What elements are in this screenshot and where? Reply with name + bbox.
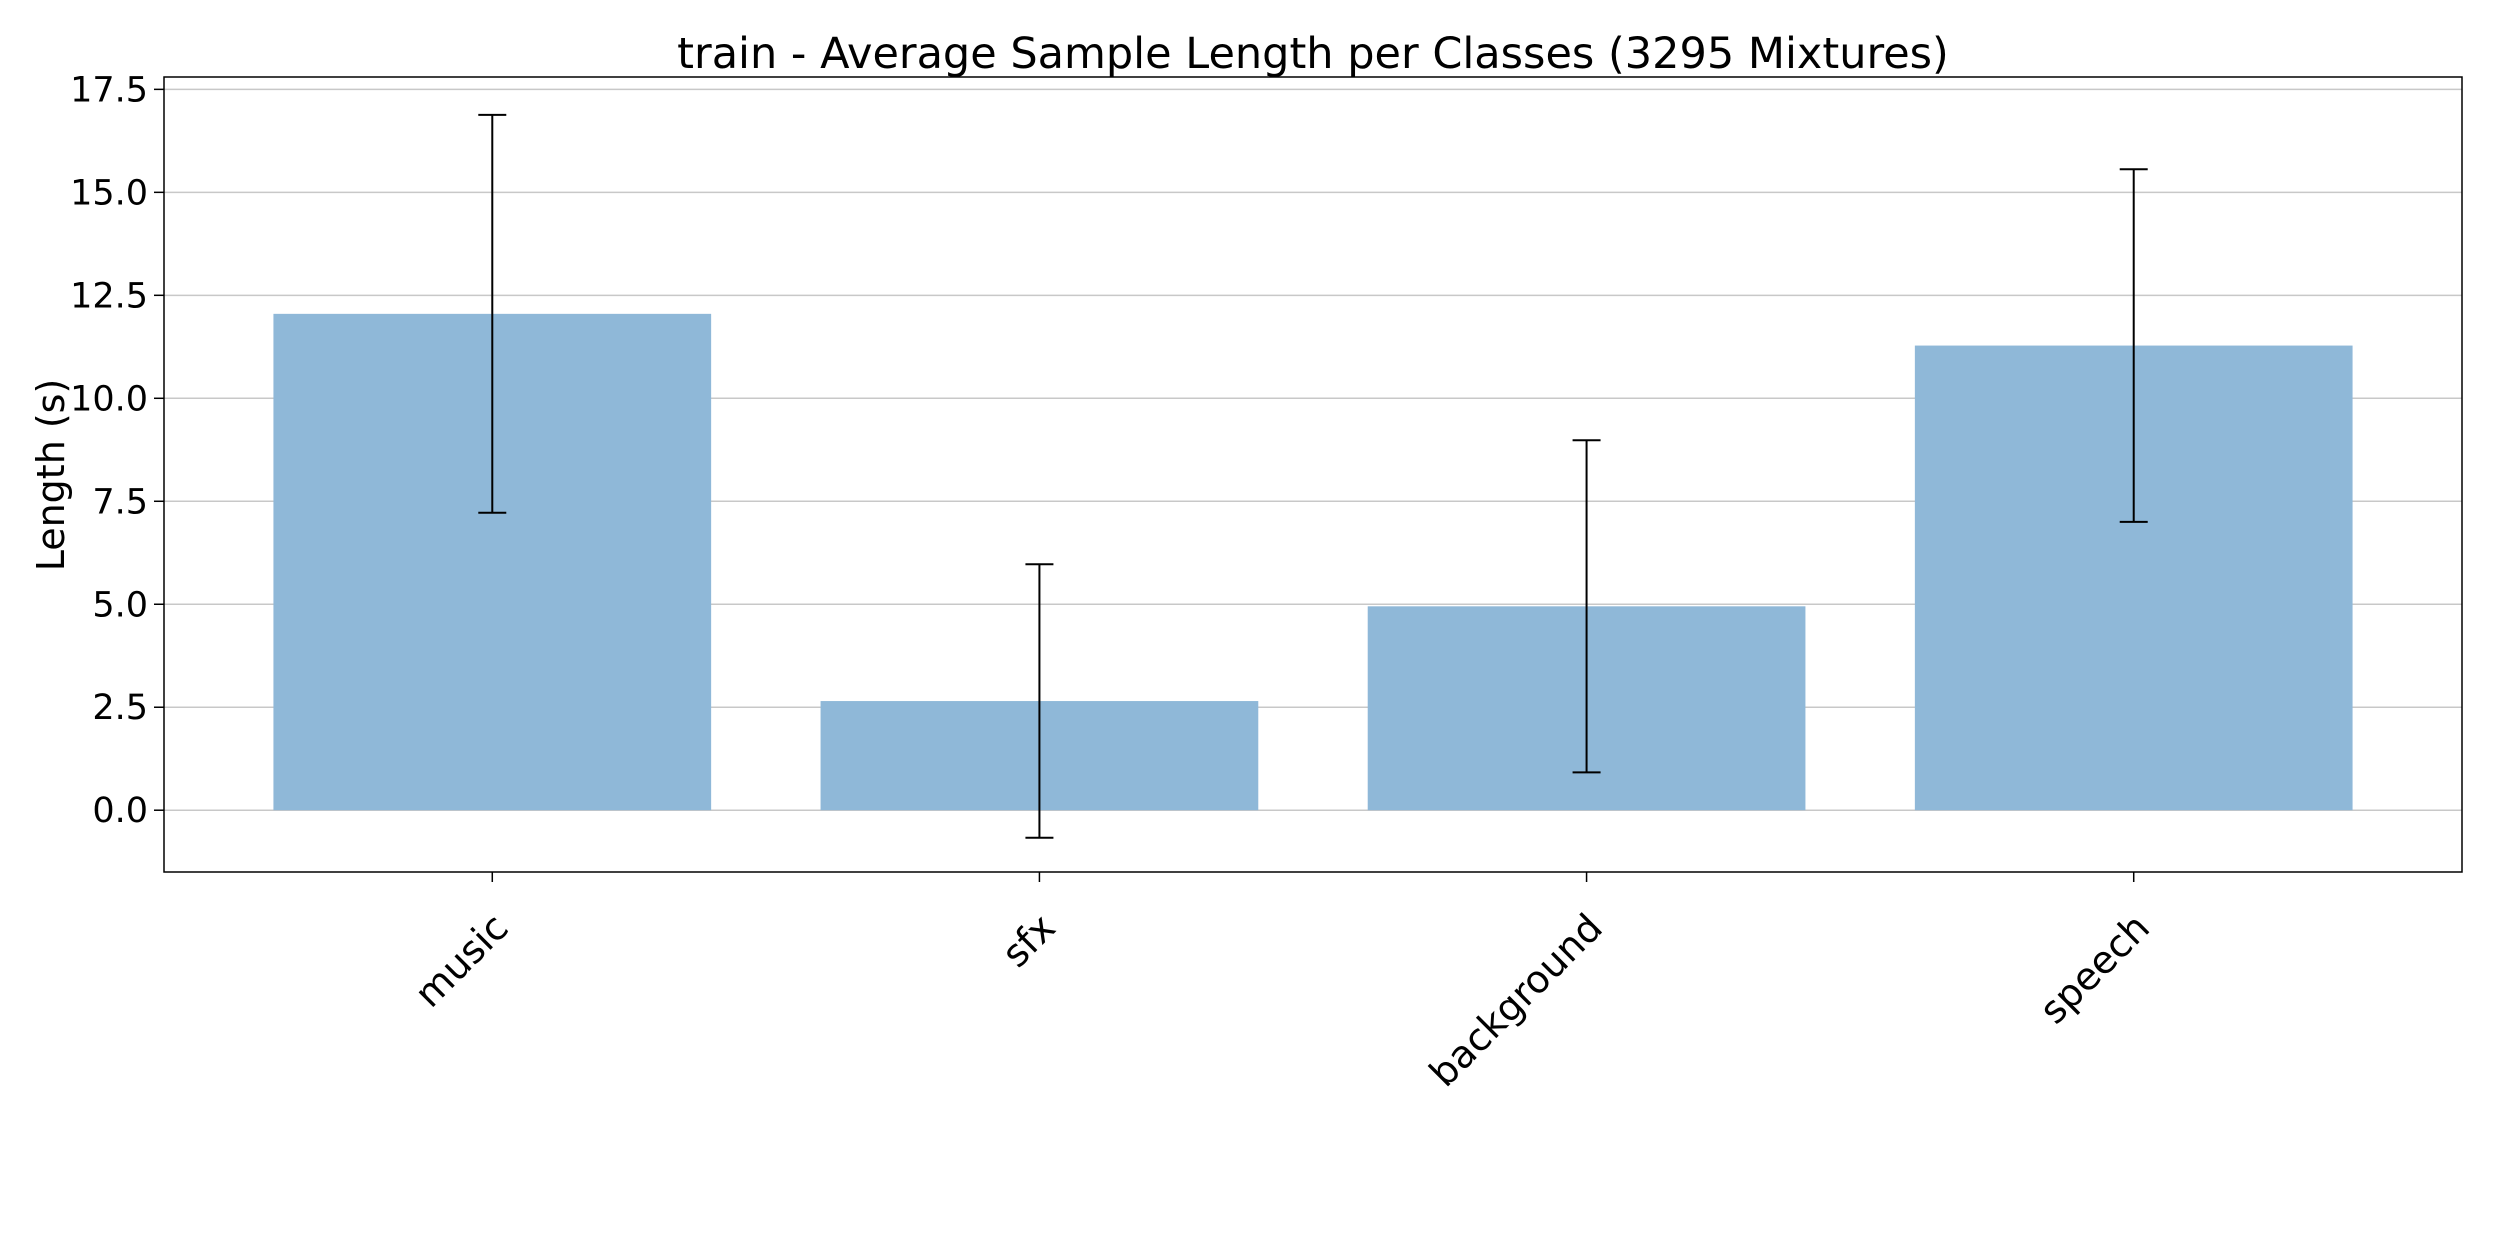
y-tick-label: 2.5 xyxy=(92,688,148,728)
chart-title: train - Average Sample Length per Classe… xyxy=(677,29,1949,79)
y-tick-label: 15.0 xyxy=(70,173,148,213)
y-tick-label: 12.5 xyxy=(70,276,148,316)
x-tick-label-speech: speech xyxy=(2031,905,2158,1032)
x-tick-label-background: background xyxy=(1421,905,1611,1095)
x-tick-label-music: music xyxy=(406,905,517,1016)
x-tick-label-sfx: sfx xyxy=(993,905,1063,975)
x-axis-ticks: music sfx background speech xyxy=(406,872,2158,1095)
y-axis-ticks: 0.0 2.5 5.0 7.5 10.0 12.5 15.0 17.5 xyxy=(70,70,164,831)
y-tick-label: 5.0 xyxy=(92,585,148,625)
y-tick-label: 7.5 xyxy=(92,482,148,522)
bars xyxy=(273,313,2353,811)
y-axis-label: Length (s) xyxy=(29,379,73,572)
y-tick-label: 0.0 xyxy=(92,791,148,831)
plot-frame xyxy=(163,76,2463,873)
y-tick-label: 17.5 xyxy=(70,70,148,110)
error-bars xyxy=(478,113,2148,839)
y-tick-label: 10.0 xyxy=(70,379,148,419)
